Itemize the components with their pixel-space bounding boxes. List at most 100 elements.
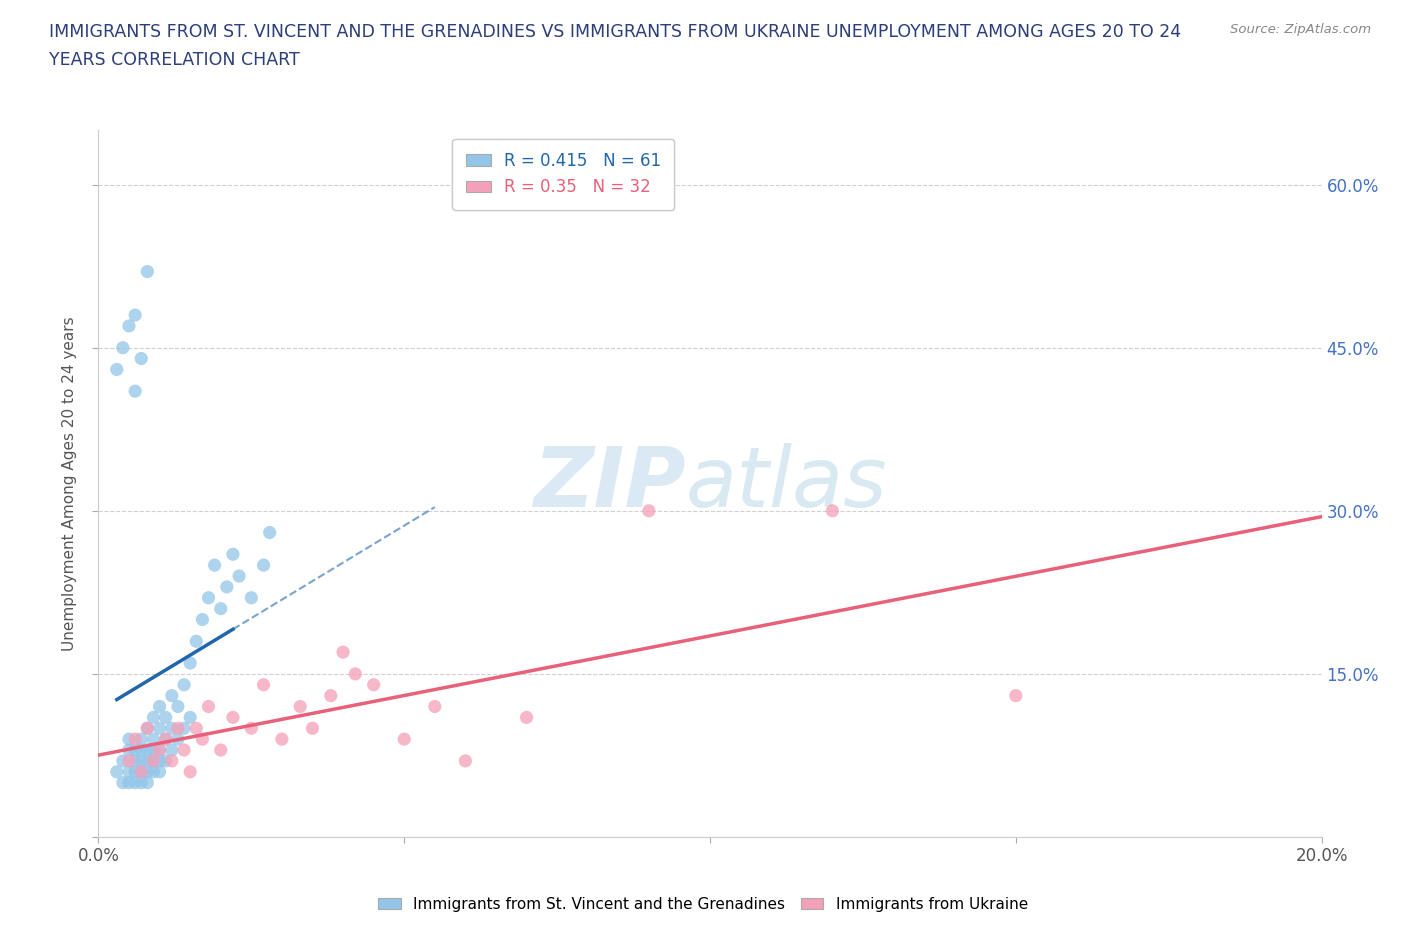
Point: [124, 776, 146, 790]
Point: [160, 721, 183, 736]
Point: [222, 710, 245, 724]
Legend: R = 0.415   N = 61, R = 0.35   N = 32: R = 0.415 N = 61, R = 0.35 N = 32: [453, 139, 675, 209]
Point: [105, 362, 128, 377]
Point: [142, 753, 165, 768]
Point: [363, 677, 385, 692]
Point: [136, 776, 159, 790]
Point: [118, 742, 141, 757]
Point: [111, 776, 134, 790]
Point: [423, 699, 446, 714]
Point: [118, 764, 141, 779]
Point: [454, 753, 477, 768]
Point: [136, 753, 159, 768]
Point: [111, 753, 134, 768]
Point: [129, 753, 152, 768]
Point: [118, 753, 141, 768]
Point: [118, 318, 141, 333]
Point: [142, 742, 165, 757]
Point: [136, 264, 159, 279]
Point: [179, 710, 201, 724]
Point: [160, 742, 183, 757]
Point: [160, 688, 183, 703]
Point: [392, 732, 416, 747]
Point: [155, 732, 177, 747]
Text: Source: ZipAtlas.com: Source: ZipAtlas.com: [1230, 23, 1371, 36]
Point: [259, 525, 281, 540]
Point: [149, 742, 172, 757]
Point: [124, 384, 146, 399]
Point: [149, 721, 172, 736]
Point: [197, 591, 219, 605]
Point: [191, 732, 214, 747]
Point: [179, 764, 201, 779]
Y-axis label: Unemployment Among Ages 20 to 24 years: Unemployment Among Ages 20 to 24 years: [62, 316, 77, 651]
Point: [124, 732, 146, 747]
Point: [129, 352, 152, 366]
Point: [1004, 688, 1026, 703]
Point: [124, 753, 146, 768]
Point: [197, 699, 219, 714]
Point: [136, 742, 159, 757]
Point: [637, 503, 661, 518]
Point: [155, 753, 177, 768]
Point: [252, 558, 274, 573]
Point: [167, 721, 190, 736]
Point: [155, 732, 177, 747]
Point: [821, 503, 844, 518]
Point: [124, 764, 146, 779]
Point: [105, 764, 128, 779]
Point: [240, 721, 263, 736]
Point: [129, 742, 152, 757]
Point: [124, 742, 146, 757]
Point: [142, 764, 165, 779]
Point: [191, 612, 214, 627]
Point: [155, 710, 177, 724]
Text: atlas: atlas: [686, 443, 887, 525]
Point: [129, 764, 152, 779]
Point: [149, 742, 172, 757]
Point: [136, 721, 159, 736]
Point: [142, 732, 165, 747]
Text: IMMIGRANTS FROM ST. VINCENT AND THE GRENADINES VS IMMIGRANTS FROM UKRAINE UNEMPL: IMMIGRANTS FROM ST. VINCENT AND THE GREN…: [49, 23, 1181, 41]
Point: [290, 699, 312, 714]
Point: [142, 710, 165, 724]
Point: [222, 547, 245, 562]
Point: [149, 764, 172, 779]
Point: [149, 699, 172, 714]
Point: [204, 558, 226, 573]
Point: [173, 677, 195, 692]
Point: [173, 721, 195, 736]
Point: [319, 688, 342, 703]
Text: YEARS CORRELATION CHART: YEARS CORRELATION CHART: [49, 51, 299, 69]
Point: [129, 764, 152, 779]
Point: [209, 601, 232, 616]
Point: [142, 753, 165, 768]
Point: [516, 710, 538, 724]
Point: [118, 776, 141, 790]
Text: ZIP: ZIP: [533, 443, 686, 525]
Point: [228, 568, 250, 583]
Point: [186, 721, 208, 736]
Point: [111, 340, 134, 355]
Point: [173, 742, 195, 757]
Legend: Immigrants from St. Vincent and the Grenadines, Immigrants from Ukraine: Immigrants from St. Vincent and the Gren…: [373, 891, 1033, 918]
Point: [179, 656, 201, 671]
Point: [118, 732, 141, 747]
Point: [167, 732, 190, 747]
Point: [186, 634, 208, 649]
Point: [136, 764, 159, 779]
Point: [167, 699, 190, 714]
Point: [124, 308, 146, 323]
Point: [252, 677, 274, 692]
Point: [129, 776, 152, 790]
Point: [209, 742, 232, 757]
Point: [240, 591, 263, 605]
Point: [136, 721, 159, 736]
Point: [215, 579, 238, 594]
Point: [270, 732, 292, 747]
Point: [344, 667, 367, 682]
Point: [160, 753, 183, 768]
Point: [129, 732, 152, 747]
Point: [332, 644, 354, 659]
Point: [149, 753, 172, 768]
